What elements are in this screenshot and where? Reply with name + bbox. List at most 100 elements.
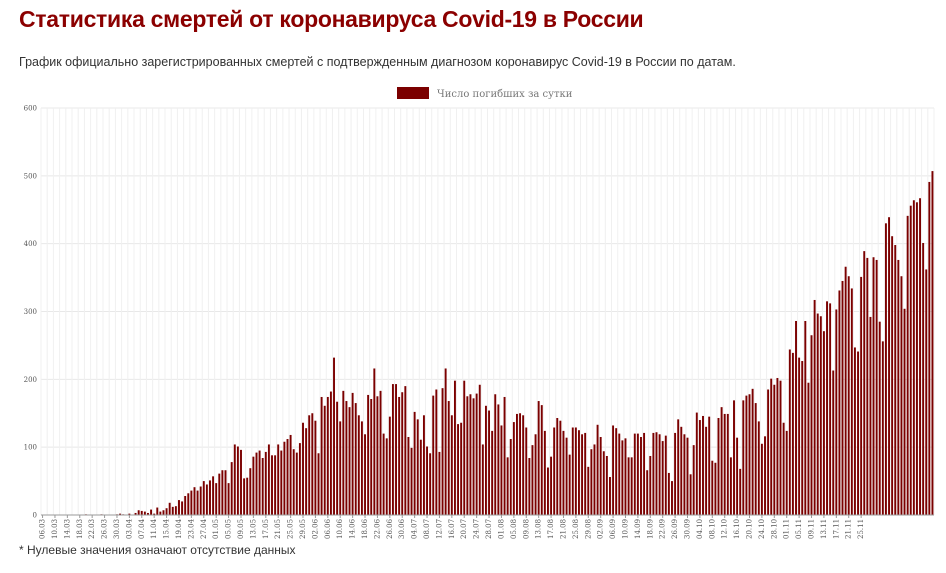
- bar[interactable]: [835, 309, 838, 515]
- bar[interactable]: [416, 419, 419, 515]
- bar[interactable]: [364, 434, 366, 515]
- bar[interactable]: [875, 259, 878, 515]
- bar[interactable]: [686, 437, 689, 515]
- bar[interactable]: [841, 280, 844, 515]
- bar[interactable]: [453, 380, 456, 515]
- bar[interactable]: [289, 434, 292, 515]
- bar[interactable]: [187, 493, 190, 515]
- bar[interactable]: [677, 419, 680, 515]
- bar[interactable]: [702, 415, 704, 515]
- bar[interactable]: [447, 401, 450, 515]
- bar[interactable]: [404, 386, 407, 515]
- bar[interactable]: [919, 198, 922, 515]
- bar[interactable]: [751, 388, 754, 515]
- bar[interactable]: [190, 490, 193, 515]
- bar[interactable]: [147, 512, 149, 515]
- bar[interactable]: [444, 368, 447, 515]
- bar[interactable]: [165, 508, 168, 515]
- bar[interactable]: [711, 460, 714, 515]
- bar[interactable]: [429, 453, 432, 515]
- bar[interactable]: [181, 501, 184, 515]
- bar[interactable]: [708, 416, 711, 515]
- bar[interactable]: [884, 223, 887, 516]
- bar[interactable]: [779, 380, 782, 515]
- bar[interactable]: [630, 457, 633, 515]
- bar[interactable]: [497, 404, 500, 515]
- bar[interactable]: [137, 510, 140, 515]
- bar[interactable]: [683, 434, 686, 515]
- bar[interactable]: [714, 462, 717, 515]
- bar[interactable]: [764, 436, 766, 515]
- bar[interactable]: [844, 266, 847, 515]
- bar[interactable]: [419, 439, 422, 515]
- bar[interactable]: [509, 439, 512, 515]
- bar[interactable]: [872, 257, 875, 515]
- bar[interactable]: [522, 415, 525, 515]
- bar[interactable]: [432, 395, 435, 515]
- bar[interactable]: [748, 394, 751, 515]
- bar[interactable]: [267, 444, 270, 515]
- bar[interactable]: [388, 416, 391, 515]
- bar[interactable]: [450, 415, 453, 515]
- bar[interactable]: [178, 500, 180, 515]
- bar[interactable]: [816, 313, 819, 515]
- bar[interactable]: [329, 391, 332, 515]
- bar[interactable]: [568, 454, 571, 515]
- bar[interactable]: [488, 410, 491, 515]
- bar[interactable]: [339, 421, 342, 515]
- bar[interactable]: [212, 476, 215, 515]
- bar[interactable]: [249, 468, 252, 515]
- bar[interactable]: [357, 415, 360, 515]
- bar[interactable]: [745, 395, 748, 515]
- bar[interactable]: [850, 288, 853, 515]
- bar[interactable]: [822, 331, 825, 515]
- bar[interactable]: [798, 357, 801, 515]
- bar[interactable]: [863, 251, 866, 515]
- bar[interactable]: [525, 427, 528, 515]
- bar[interactable]: [609, 477, 611, 515]
- bar[interactable]: [587, 466, 590, 515]
- bar[interactable]: [596, 424, 599, 515]
- bar[interactable]: [915, 202, 918, 515]
- bar[interactable]: [689, 474, 692, 515]
- bar[interactable]: [832, 370, 835, 515]
- bar[interactable]: [305, 428, 308, 515]
- bar[interactable]: [801, 361, 804, 515]
- bar[interactable]: [705, 426, 708, 515]
- bar[interactable]: [661, 441, 664, 515]
- bar[interactable]: [134, 512, 137, 515]
- bar[interactable]: [202, 481, 205, 515]
- bar[interactable]: [869, 316, 872, 515]
- bar[interactable]: [612, 425, 615, 515]
- bar[interactable]: [407, 436, 410, 515]
- bar[interactable]: [757, 421, 760, 515]
- bar[interactable]: [643, 432, 646, 515]
- bar[interactable]: [891, 236, 894, 515]
- bar[interactable]: [925, 269, 928, 515]
- bar[interactable]: [640, 436, 642, 515]
- bar[interactable]: [472, 398, 475, 515]
- bar[interactable]: [481, 444, 484, 515]
- bar[interactable]: [537, 401, 540, 515]
- bar[interactable]: [395, 384, 397, 515]
- bar[interactable]: [215, 483, 218, 515]
- bar[interactable]: [302, 422, 304, 515]
- bar[interactable]: [900, 276, 903, 515]
- bar[interactable]: [240, 449, 242, 515]
- bar[interactable]: [193, 487, 196, 515]
- bar[interactable]: [150, 509, 153, 515]
- bar[interactable]: [398, 396, 401, 515]
- bar[interactable]: [320, 396, 323, 515]
- bar[interactable]: [252, 456, 255, 515]
- bar[interactable]: [860, 276, 863, 515]
- bar[interactable]: [698, 420, 701, 515]
- bar[interactable]: [410, 447, 413, 515]
- bar[interactable]: [791, 352, 794, 515]
- bar[interactable]: [720, 407, 723, 515]
- bar[interactable]: [478, 384, 481, 515]
- bar[interactable]: [593, 444, 596, 515]
- bar[interactable]: [379, 390, 382, 515]
- bar[interactable]: [351, 392, 354, 515]
- bar[interactable]: [230, 462, 233, 515]
- bar[interactable]: [512, 422, 515, 515]
